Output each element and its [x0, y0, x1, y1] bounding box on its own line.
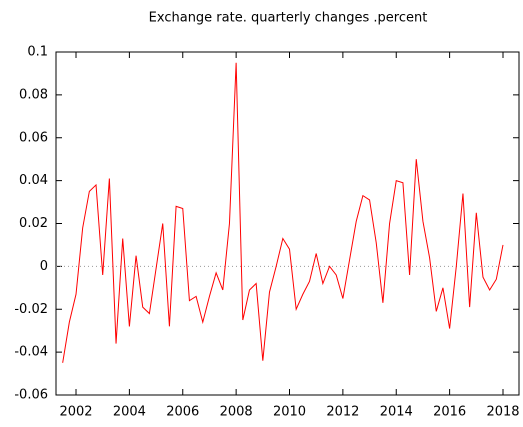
data-line: [62, 62, 504, 363]
y-tick-label: 0.04: [19, 173, 48, 188]
x-tick-label: 2002: [59, 405, 92, 420]
x-tick-label: 2014: [380, 405, 413, 420]
x-tick-label: 2010: [273, 405, 306, 420]
y-tick-label: -0.02: [14, 302, 48, 317]
x-tick-label: 2008: [220, 405, 253, 420]
y-tick-label: 0.1: [27, 45, 48, 60]
x-tick-label: 2012: [326, 405, 359, 420]
x-tick-label: 2004: [113, 405, 146, 420]
y-tick-label: 0: [40, 259, 48, 274]
y-tick-label: -0.06: [14, 388, 48, 403]
chart-title: Exchange rate. quarterly changes .percen…: [149, 11, 428, 26]
x-tick-label: 2018: [486, 405, 519, 420]
x-tick-label: 2006: [166, 405, 199, 420]
y-tick-label: -0.04: [14, 345, 48, 360]
x-tick-label: 2016: [433, 405, 466, 420]
y-tick-label: 0.06: [19, 130, 48, 145]
plot-frame: [55, 51, 520, 396]
y-tick-label: 0.08: [19, 87, 48, 102]
y-tick-label: 0.02: [19, 216, 48, 231]
